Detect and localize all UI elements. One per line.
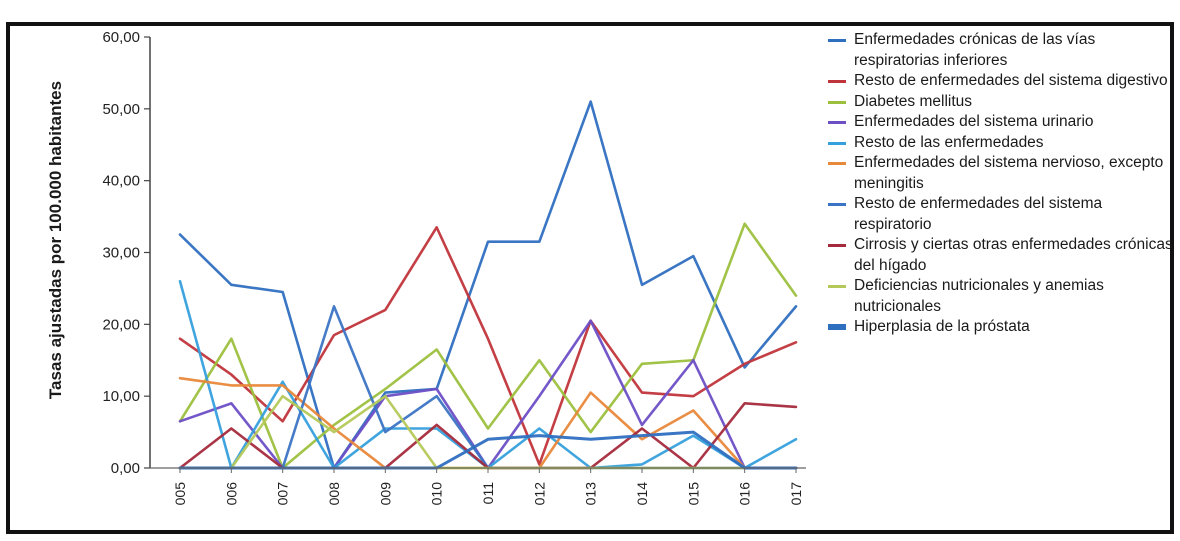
y-tick-label: 40,00 [102,173,140,190]
legend-item: Resto de enfermedades del sistema respir… [828,194,1173,235]
series-line [178,100,798,470]
x-tick-label: 013 [583,482,599,506]
legend-swatch [828,162,846,165]
x-tick-label: 012 [531,482,547,506]
legend-label: Enfermedades del sistema urinario [854,113,1094,130]
legend-swatch [828,141,846,145]
legend-item: Cirrosis y ciertas otras enfermedades cr… [828,235,1173,276]
x-tick-label: 006 [223,482,239,506]
legend-item: Enfermedades crónicas de las vías respir… [828,30,1173,71]
legend-swatch [828,80,846,83]
y-axis-label: Tasas ajustadas por 100.000 habitantes [46,80,65,400]
y-tick-label: 20,00 [102,316,140,333]
x-tick-label: 016 [737,482,753,506]
legend-swatch [828,324,846,330]
legend-swatch [828,244,846,247]
legend-swatch [828,39,846,42]
y-tick-label: 10,00 [102,388,140,405]
x-tick-label: 011 [480,482,496,505]
y-axis-label-wrap: Tasas ajustadas por 100.000 habitantes [26,60,86,420]
series-line [178,394,798,470]
legend-label: Resto de las enfermedades [854,133,1044,151]
legend-label: Diabetes mellitus [854,92,973,110]
y-tick-label: 50,00 [102,101,140,118]
series-line [178,226,798,466]
legend-label: Deficiencias nutricionales y anemias nut… [854,277,1104,315]
legend-label: Hiperplasia de la próstata [854,318,1030,335]
x-tick-label: 017 [788,482,804,506]
legend-label: Enfermedades crónicas de las vías respir… [854,31,1096,69]
y-tick-label: 60,00 [102,29,140,46]
x-tick-label: 008 [326,482,342,506]
x-tick-label: 005 [172,482,188,506]
legend-item: Deficiencias nutricionales y anemias nut… [828,276,1173,317]
series-lines [178,100,798,470]
y-tick-label: 0,00 [111,460,140,477]
axes: 0,00 10,00 20,00 30,00 40,00 50,00 60,00 005 006… [102,29,806,505]
x-tick-label: 007 [275,482,291,506]
legend-item: Diabetes mellitus [828,92,1173,113]
legend-swatch [828,285,846,288]
legend-swatch [828,121,846,124]
legend-item: Resto de las enfermedades [828,133,1173,154]
x-tick-label: 015 [685,482,701,506]
x-tick-label: 014 [634,482,650,506]
legend: Enfermedades crónicas de las vías respir… [828,30,1173,338]
legend-label: Cirrosis y ciertas otras enfermedades cr… [854,236,1173,274]
y-tick-label: 30,00 [102,245,140,262]
series-line [178,319,798,470]
legend-item: Resto de enfermedades del sistema digest… [828,71,1173,92]
legend-label: Resto de enfermedades del sistema respir… [854,195,1103,233]
series-line [178,222,798,470]
x-tick-label: 010 [429,482,445,506]
series-line [178,430,798,470]
x-tick-label: 009 [377,482,393,506]
legend-swatch [828,203,846,206]
legend-item: Hiperplasia de la próstata [828,317,1173,338]
chart-frame [6,22,1174,534]
legend-swatch [828,100,846,104]
legend-item: Enfermedades del sistema nervioso, excep… [828,153,1173,194]
legend-item: Enfermedades del sistema urinario [828,112,1173,133]
legend-label: Enfermedades del sistema nervioso, excep… [854,154,1164,192]
legend-label: Resto de enfermedades del sistema digest… [854,72,1168,89]
